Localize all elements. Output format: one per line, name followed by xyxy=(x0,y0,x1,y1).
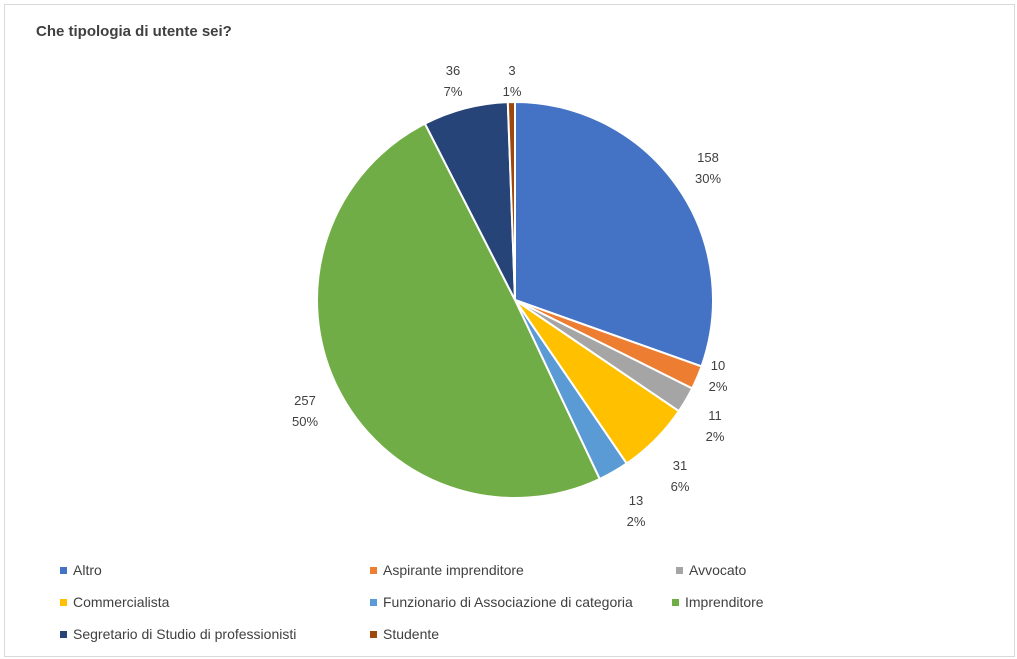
pie-slice-altro xyxy=(514,100,714,368)
data-label-value: 10 xyxy=(711,358,725,373)
data-label-value: 36 xyxy=(446,63,460,78)
data-label-percent: 50% xyxy=(292,414,318,429)
data-label-value: 158 xyxy=(697,150,719,165)
data-label-percent: 2% xyxy=(709,379,728,394)
data-label-percent: 2% xyxy=(706,429,725,444)
data-label-value: 3 xyxy=(508,63,515,78)
data-label-percent: 2% xyxy=(627,514,646,529)
chart-title: Che tipologia di utente sei? xyxy=(36,23,232,40)
data-label-percent: 1% xyxy=(503,84,522,99)
data-label-value: 31 xyxy=(673,458,687,473)
data-label-value: 257 xyxy=(294,393,316,408)
data-label-percent: 30% xyxy=(695,171,721,186)
data-label-percent: 6% xyxy=(671,479,690,494)
pie-slice-imprenditore xyxy=(316,122,602,499)
data-label-value: 11 xyxy=(708,408,722,423)
data-label-percent: 7% xyxy=(444,84,463,99)
data-label-value: 13 xyxy=(629,493,643,508)
pie-slice-studente xyxy=(506,100,516,301)
